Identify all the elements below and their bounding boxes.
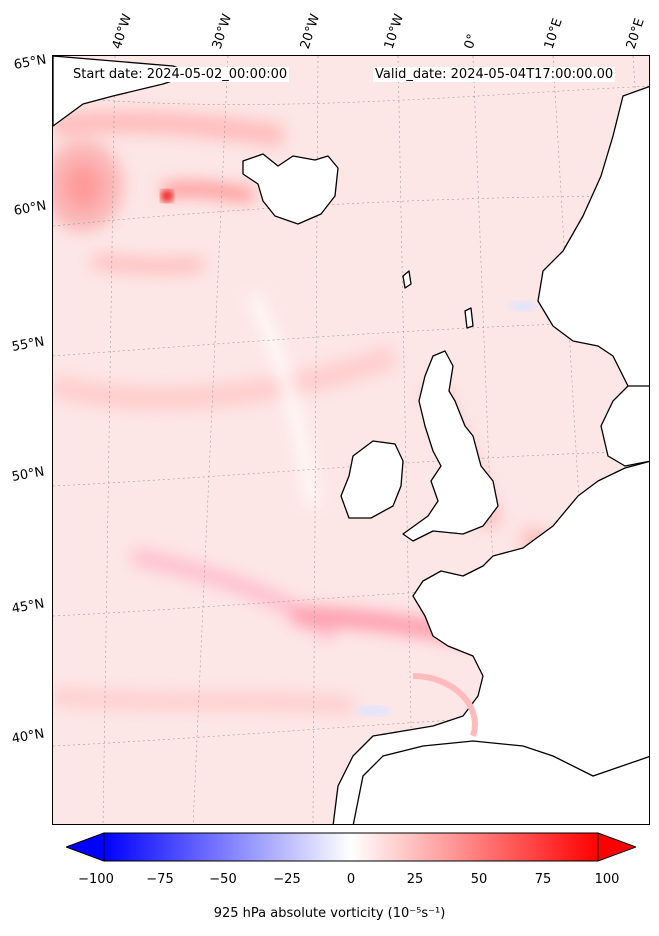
vorticity-max xyxy=(161,190,173,202)
colorbar-tick: −75 xyxy=(146,872,174,887)
lon-label-10e: 10°E xyxy=(541,16,566,51)
map-panel: Start date: 2024-05-02_00:00:00 Valid_da… xyxy=(52,55,650,825)
lon-label-30w: 30°W xyxy=(209,12,236,51)
lon-label-20e: 20°E xyxy=(623,16,648,51)
land-north-africa xyxy=(352,740,649,824)
colorbar-tick: 75 xyxy=(534,872,552,887)
colorbar-tick: 25 xyxy=(406,872,424,887)
negative-vorticity-patch xyxy=(355,706,391,716)
land-great-britain xyxy=(402,350,499,542)
negative-vorticity-patch xyxy=(509,301,537,311)
colorbar-tick: −100 xyxy=(78,872,114,887)
colorbar-tick: −25 xyxy=(273,872,301,887)
valid-date: Valid_date: 2024-05-04T17:00:00.00 xyxy=(373,67,616,82)
colorbar-min-arrow xyxy=(66,832,105,862)
lon-label-10w: 10°W xyxy=(381,12,408,51)
lat-label-65n: 65°N xyxy=(12,52,48,73)
colorbar-tick: 100 xyxy=(594,872,620,887)
lat-label-55n: 55°N xyxy=(10,334,46,355)
lat-label-50n: 50°N xyxy=(10,464,46,485)
land-scandinavia xyxy=(537,86,649,396)
land-continental-europe xyxy=(332,460,649,824)
iberia-vorticity xyxy=(412,673,478,737)
lon-label-20w: 20°W xyxy=(297,12,324,51)
land-iceland xyxy=(242,153,339,225)
land-ireland xyxy=(340,440,404,519)
colorbar-tick: 50 xyxy=(470,872,488,887)
colorbar-tick: 0 xyxy=(346,872,356,887)
lon-label-40w: 40°W xyxy=(109,12,136,51)
lat-label-40n: 40°N xyxy=(10,726,46,747)
land-faroe-islands xyxy=(402,270,412,289)
lon-label-0: 0° xyxy=(461,32,481,51)
lat-label-45n: 45°N xyxy=(10,596,46,617)
start-date: Start date: 2024-05-02_00:00:00 xyxy=(71,67,290,82)
vorticity-map xyxy=(53,56,649,824)
colorbar xyxy=(66,832,636,862)
colorbar-gradient xyxy=(103,832,599,862)
colorbar-max-arrow xyxy=(597,832,636,862)
colorbar-tick: −50 xyxy=(209,872,237,887)
land-shetland xyxy=(464,307,474,329)
colorbar-label: 925 hPa absolute vorticity (10⁻⁵s⁻¹) xyxy=(213,906,446,921)
lat-label-60n: 60°N xyxy=(12,198,48,219)
